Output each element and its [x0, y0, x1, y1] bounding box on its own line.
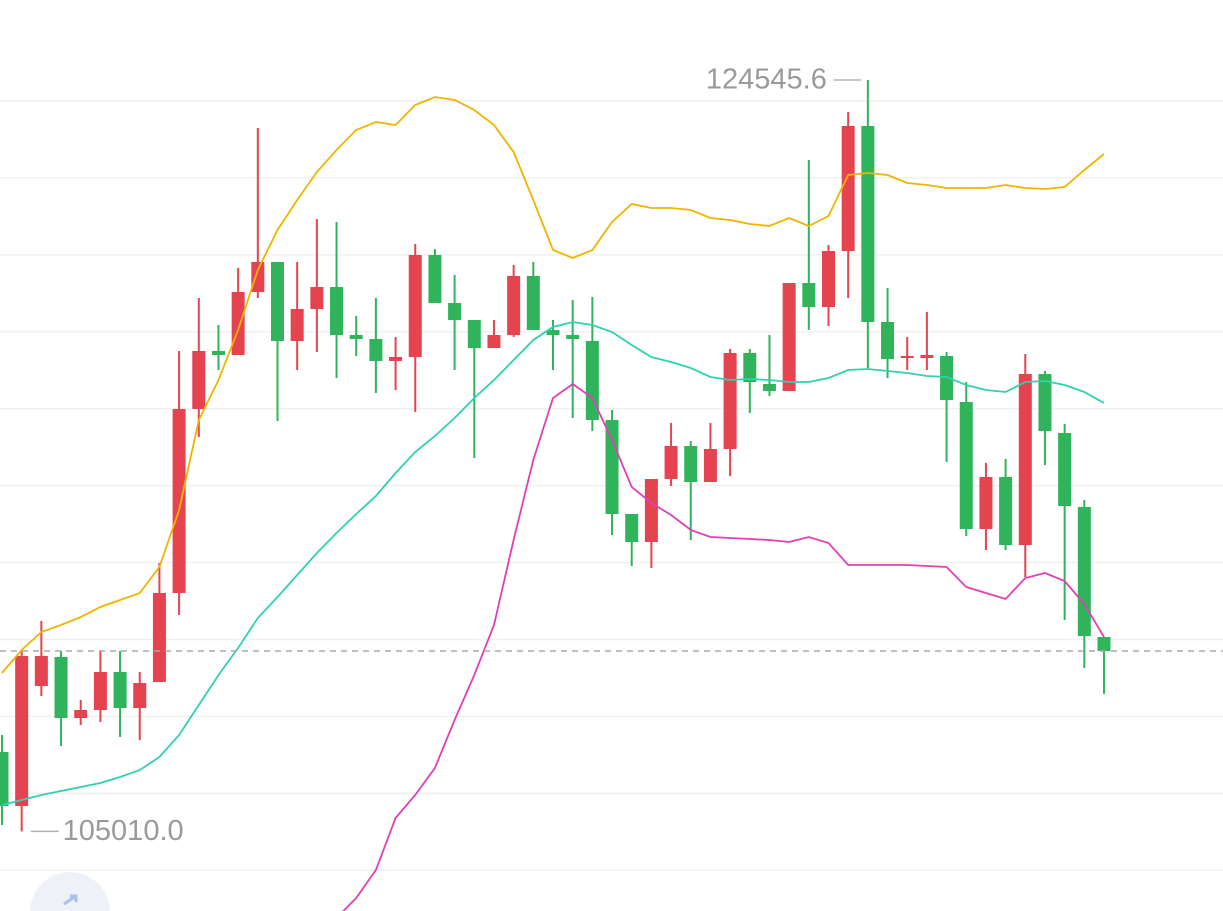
candle-body — [703, 449, 717, 482]
candle-body — [959, 402, 973, 529]
candle-body — [1038, 374, 1052, 431]
candle-body — [644, 479, 658, 542]
band-line — [342, 382, 1105, 911]
candle-body — [271, 262, 284, 341]
candle-body — [1058, 433, 1072, 506]
candle-body — [920, 355, 934, 358]
candle-body — [802, 283, 816, 307]
candle-body — [861, 126, 875, 322]
candle-body — [822, 251, 835, 307]
candle-body — [369, 339, 383, 361]
candle-body — [133, 683, 147, 708]
candle-body — [231, 292, 245, 355]
candle-body — [54, 657, 68, 718]
candle-body — [841, 126, 855, 251]
floating-button-icon — [63, 894, 78, 906]
candle-body — [723, 353, 737, 449]
candle-body — [0, 752, 9, 806]
candle-body — [1018, 374, 1032, 545]
candle-body — [1077, 507, 1091, 636]
candle-body — [881, 322, 895, 359]
candle-body — [34, 656, 48, 686]
candle-body — [448, 303, 462, 320]
candle-body — [566, 335, 580, 339]
candle-body — [349, 335, 363, 339]
floating-button[interactable] — [30, 872, 110, 911]
candle-body — [507, 276, 521, 335]
candle-body — [192, 351, 206, 409]
candle-body — [762, 384, 776, 391]
candle-body — [152, 593, 166, 682]
candle-body — [979, 477, 993, 529]
candle-body — [310, 287, 324, 309]
candle-body — [93, 672, 107, 710]
candle-body — [1097, 637, 1111, 651]
annotation-label: 124545.6 — [706, 64, 827, 96]
candle-body — [664, 446, 678, 479]
candle-body — [487, 335, 501, 348]
candle-body — [684, 446, 698, 482]
band-line — [1, 96, 1105, 674]
candle-body — [940, 356, 954, 400]
candle-body — [172, 409, 186, 593]
candle-body — [782, 283, 796, 391]
candle-body — [15, 656, 29, 806]
candle-body — [211, 351, 225, 355]
candle-body — [625, 514, 639, 542]
candle-body — [330, 287, 344, 335]
band-line — [1, 321, 1105, 806]
candle-body — [743, 353, 757, 382]
candle-body — [546, 330, 560, 335]
candle-body — [428, 255, 442, 303]
candle-body — [290, 309, 304, 341]
candle-body — [408, 255, 422, 357]
candle-body — [999, 477, 1013, 545]
candle-body — [467, 320, 481, 348]
candle-body — [526, 276, 540, 330]
candle-body — [74, 710, 88, 718]
candle-body — [900, 356, 914, 358]
candle-body — [585, 341, 599, 420]
candle-body — [605, 420, 619, 514]
annotation-label: 105010.0 — [63, 815, 184, 847]
candle-body — [251, 262, 265, 292]
candle-body — [113, 672, 127, 708]
candle-body — [389, 357, 403, 361]
